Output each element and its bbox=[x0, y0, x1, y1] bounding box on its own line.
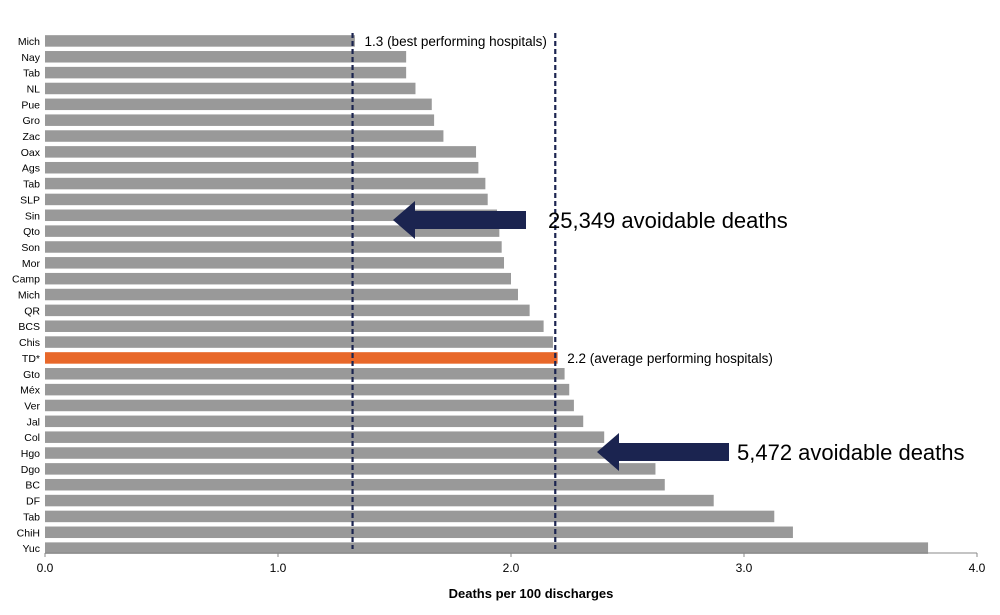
category-label: Son bbox=[21, 242, 40, 254]
category-label: Jal bbox=[27, 416, 40, 428]
bar-3-tab bbox=[45, 66, 407, 79]
category-label: Qto bbox=[23, 226, 40, 238]
annotation-label: 25,349 avoidable deaths bbox=[548, 208, 788, 233]
x-tick-label: 0.0 bbox=[37, 561, 54, 575]
category-label: DF bbox=[26, 496, 40, 508]
x-tick-label: 4.0 bbox=[969, 561, 986, 575]
category-label: Oax bbox=[21, 147, 41, 159]
bar-2-nay bbox=[45, 51, 407, 63]
category-label: Mich bbox=[18, 36, 40, 48]
bar-25-jal bbox=[45, 415, 584, 428]
bar-18-qr bbox=[45, 304, 530, 317]
category-label: BCS bbox=[18, 321, 40, 333]
bar-6-gro bbox=[45, 114, 435, 126]
bar-12-sin bbox=[45, 209, 498, 222]
annotation-arrow-1 bbox=[393, 201, 526, 239]
category-label: SLP bbox=[20, 194, 40, 206]
annotation-label: 5,472 avoidable deaths bbox=[737, 440, 965, 465]
bar-17-mich bbox=[45, 288, 518, 301]
bar-16-camp bbox=[45, 272, 511, 285]
category-label: TD* bbox=[22, 353, 40, 365]
category-label: ChiH bbox=[17, 527, 40, 539]
bar-28-dgo bbox=[45, 463, 656, 475]
x-ticks: 0.0 1.0 2.0 3.0 4.0 bbox=[37, 553, 986, 575]
category-label: Col bbox=[24, 432, 40, 444]
bar-8-oax bbox=[45, 146, 477, 158]
category-label: Nay bbox=[21, 52, 40, 64]
bar-5-pue bbox=[45, 98, 432, 111]
bars-group bbox=[45, 35, 929, 554]
bar-32-chih bbox=[45, 526, 793, 539]
category-label: Dgo bbox=[21, 464, 40, 476]
category-label: Pue bbox=[21, 99, 40, 111]
x-tick-label: 3.0 bbox=[736, 561, 753, 575]
category-label: Chis bbox=[19, 337, 40, 349]
category-label: Zac bbox=[22, 131, 40, 143]
category-label: Hgo bbox=[21, 448, 40, 460]
bar-9-ags bbox=[45, 161, 479, 174]
bar-21-td bbox=[45, 352, 558, 364]
bar-27-hgo bbox=[45, 447, 609, 459]
category-label: Ags bbox=[22, 163, 40, 175]
category-label: Tab bbox=[23, 511, 40, 523]
bar-24-ver bbox=[45, 399, 574, 412]
bar-14-son bbox=[45, 241, 502, 253]
bar-10-tab bbox=[45, 177, 486, 190]
annotation-arrow-2 bbox=[597, 433, 729, 471]
bar-33-yuc bbox=[45, 542, 929, 554]
bar-1-mich bbox=[45, 35, 355, 47]
bar-29-bc bbox=[45, 478, 665, 491]
category-label: Yuc bbox=[22, 543, 40, 555]
category-label: NL bbox=[27, 83, 41, 95]
bar-23-m-x bbox=[45, 383, 570, 396]
category-label: Mor bbox=[22, 258, 41, 270]
bar-19-bcs bbox=[45, 320, 544, 332]
category-label: Tab bbox=[23, 68, 40, 80]
bar-30-df bbox=[45, 494, 714, 507]
reference-lines: 1.3 (best performing hospitals) 2.2 (aver… bbox=[351, 33, 773, 549]
category-label: Tab bbox=[23, 179, 40, 191]
bar-13-qto bbox=[45, 225, 500, 237]
x-tick-label: 1.0 bbox=[270, 561, 287, 575]
category-label: BC bbox=[25, 480, 40, 492]
category-label: Gto bbox=[23, 369, 40, 381]
bar-22-gto bbox=[45, 368, 565, 380]
category-label: Mich bbox=[18, 290, 40, 302]
category-label: Ver bbox=[24, 400, 40, 412]
category-label: Gro bbox=[22, 115, 40, 127]
x-axis-title: Deaths per 100 discharges bbox=[449, 586, 614, 601]
bar-20-chis bbox=[45, 336, 553, 348]
category-labels: Mich Nay Tab NL Pue Gro Zac Oax Ags Tab SLP Sin Qto S… bbox=[12, 36, 41, 555]
category-label: Camp bbox=[12, 274, 40, 286]
annotations: 25,349 avoidable deaths 5,472 avoidable d… bbox=[393, 201, 965, 471]
bar-7-zac bbox=[45, 130, 444, 142]
bar-31-tab bbox=[45, 510, 775, 523]
reference-line-label: 1.3 (best performing hospitals) bbox=[365, 34, 547, 49]
bar-11-slp bbox=[45, 193, 488, 206]
category-label: Méx bbox=[20, 385, 41, 397]
bar-26-col bbox=[45, 431, 605, 443]
reference-line-label: 2.2 (average performing hospitals) bbox=[567, 351, 773, 366]
category-label: QR bbox=[24, 305, 40, 317]
bar-4-nl bbox=[45, 82, 416, 95]
x-tick-label: 2.0 bbox=[503, 561, 520, 575]
bar-15-mor bbox=[45, 257, 505, 269]
category-label: Sin bbox=[25, 210, 40, 222]
